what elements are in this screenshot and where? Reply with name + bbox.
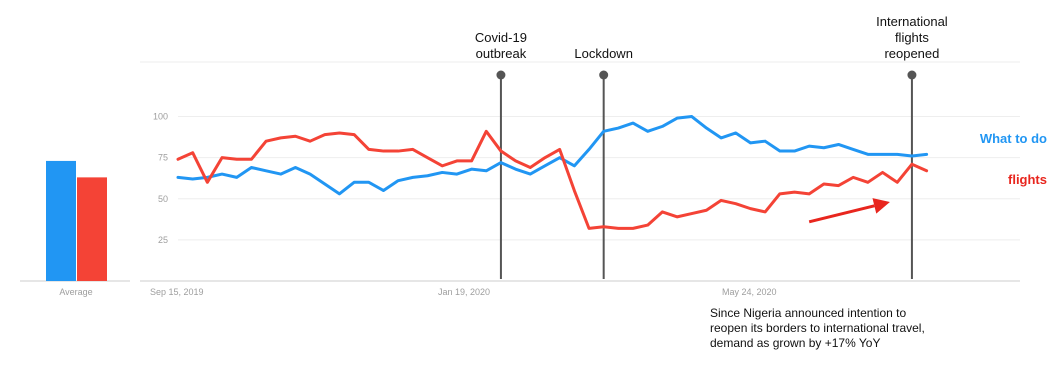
trend-arrow — [808, 198, 890, 224]
event-dot — [599, 70, 609, 80]
y-tick-label: 50 — [158, 194, 168, 204]
y-tick-label: 25 — [158, 235, 168, 245]
series-label: What to do — [980, 131, 1047, 146]
x-tick-label: Jan 19, 2020 — [438, 287, 490, 297]
note-line-2: reopen its borders to international trav… — [710, 321, 925, 335]
arrow-head — [872, 198, 890, 214]
x-tick-label: May 24, 2020 — [722, 287, 777, 297]
annotation-note: Since Nigeria announced intention to reo… — [710, 306, 1030, 351]
event-dot — [907, 70, 917, 80]
event-label: Lockdown — [574, 46, 633, 61]
average-bar — [77, 177, 107, 281]
event-label: flights — [895, 30, 929, 45]
event-dot — [496, 70, 506, 80]
arrow-shaft — [808, 204, 875, 224]
series-lines — [176, 115, 929, 230]
average-bar — [46, 160, 76, 281]
series-line — [176, 129, 929, 230]
series-line — [176, 115, 929, 196]
y-tick-label: 75 — [158, 153, 168, 163]
event-label: reopened — [884, 46, 939, 61]
event-label: outbreak — [476, 46, 527, 61]
gridlines: 25 50 75 100 Sep 15, 2019 Jan 19, 2020 May 24,… — [20, 61, 1020, 297]
average-bars: Average — [46, 160, 107, 297]
average-label: Average — [59, 287, 92, 297]
series-labels: What to do flights — [980, 131, 1047, 187]
event-label: Covid-19 — [475, 30, 527, 45]
x-tick-label: Sep 15, 2019 — [150, 287, 204, 297]
note-line-3: demand as grown by +17% YoY — [710, 336, 881, 350]
note-line-1: Since Nigeria announced intention to — [710, 306, 907, 320]
series-label: flights — [1008, 172, 1047, 187]
event-label: International — [876, 14, 948, 29]
y-tick-label: 100 — [153, 112, 168, 122]
